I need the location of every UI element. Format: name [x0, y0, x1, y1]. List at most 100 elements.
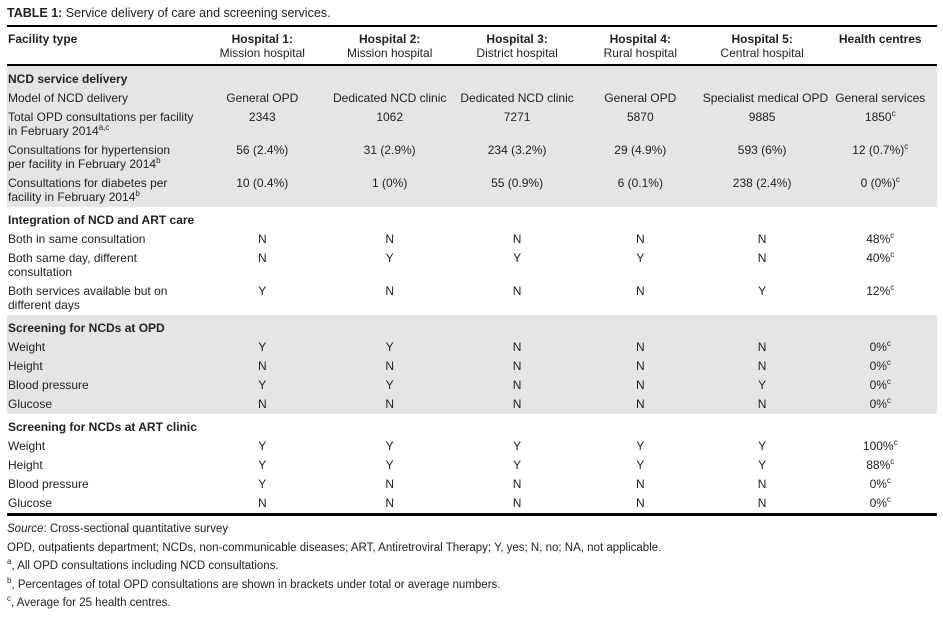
cell-value: N [512, 232, 522, 246]
cell-value: N [385, 496, 395, 510]
footnote-marker: c [886, 396, 891, 405]
footnote-marker: c [895, 175, 900, 184]
cell-value: 234 (3.2%) [454, 141, 580, 174]
cell-value: 0%c [869, 476, 891, 492]
header-row: Facility type Hospital 1: Mission hospital… [7, 27, 937, 66]
cell-value: Y [758, 284, 767, 298]
cell-value: N [257, 232, 267, 246]
footnote-marker: c [890, 457, 895, 466]
cell-value: Y [385, 458, 394, 472]
footnote: a, All OPD consultations including NCD c… [7, 557, 279, 572]
cell-value: Y [258, 458, 267, 472]
footnote-marker: b [135, 189, 140, 198]
footnote-marker: b [156, 156, 161, 165]
cell-value: 6 (0.1%) [579, 174, 701, 207]
footnote-source: Source: Cross-sectional quantitative sur… [7, 520, 937, 539]
cell-value: Y [258, 284, 267, 298]
cell-value: Y [385, 439, 394, 453]
table-row: Model of NCD delivery General OPD Dedicate… [7, 89, 937, 108]
cell-value: N [385, 232, 395, 246]
cell-value: 593 (6%) [700, 141, 824, 174]
table-row: Total OPD consultations per facility in … [7, 108, 937, 141]
cell-value: 1 (0%) [325, 174, 455, 207]
cell-value: Y [258, 477, 267, 491]
footnote-marker: b [7, 575, 12, 585]
cell-value: N [512, 496, 522, 510]
cell-value: N [635, 232, 645, 246]
footnote-marker: c [886, 377, 891, 386]
cell-value: N [635, 477, 645, 491]
footnote-marker: c [886, 339, 891, 348]
footnote-marker: a [7, 557, 12, 567]
table-row: Height N N N N N 0%c [7, 357, 937, 376]
footnote-marker: c [886, 476, 891, 485]
footnote-marker: c [890, 250, 895, 259]
cell-value: 0 (0%)c [823, 174, 937, 207]
footnote-marker: c [904, 142, 909, 151]
table-row: Consultations for hypertension per facil… [7, 141, 937, 174]
cell-value: General OPD [199, 89, 326, 108]
cell-value: General OPD [579, 89, 701, 108]
row-label: Model of NCD delivery [7, 89, 200, 108]
cell-value: 1062 [325, 108, 455, 141]
row-label: Blood pressure [7, 376, 200, 395]
row-label: Blood pressure [8, 477, 89, 491]
cell-value: N [257, 496, 267, 510]
cell-value: Dedicated NCD clinic [325, 89, 455, 108]
cell-value: Y [758, 458, 767, 472]
cell-value: Y [636, 439, 645, 453]
section-header: Screening for NCDs at OPD [7, 315, 937, 338]
cell-value: Y [258, 439, 267, 453]
cell-value: N [579, 338, 701, 357]
cell-value: 88%c [866, 457, 895, 473]
section-row: Screening for NCDs at OPD [7, 315, 937, 338]
footnote-marker: c [886, 358, 891, 367]
column-header: Hospital 5: Central hospital [700, 27, 824, 66]
cell-value: 29 (4.9%) [579, 141, 701, 174]
table-row: Glucose N N N N N 0%c [7, 494, 937, 515]
row-label: Consultations for hypertension per facil… [7, 141, 200, 174]
row-label: Both services available but on different… [8, 284, 168, 312]
cell-value: N [700, 395, 824, 414]
cell-value: 0%c [823, 376, 937, 395]
cell-value: N [757, 496, 767, 510]
table-row: Blood pressure Y Y N N Y 0%c [7, 376, 937, 395]
footnote-marker: c [886, 495, 891, 504]
cell-value: 0%c [823, 338, 937, 357]
table-title-text: Service delivery of care and screening s… [62, 6, 331, 20]
cell-value: Y [758, 439, 767, 453]
footnote-list: a, All OPD consultations including NCD c… [7, 557, 937, 613]
table-row: Weight Y Y Y Y Y 100%c [7, 437, 937, 456]
cell-value: N [757, 477, 767, 491]
cell-value: 0%c [869, 495, 891, 510]
row-label: Glucose [8, 496, 53, 510]
column-header: Hospital 2: Mission hospital [325, 27, 455, 66]
footnote-marker: c [893, 438, 898, 447]
cell-value: N [635, 284, 645, 298]
footnote: c, Average for 25 health centres. [7, 594, 171, 609]
cell-value: N [257, 251, 267, 265]
cell-value: N [579, 395, 701, 414]
cell-value: Y [325, 376, 455, 395]
table-title: TABLE 1: Service delivery of care and sc… [7, 3, 937, 27]
footnote-marker: c [890, 231, 895, 240]
cell-value: Y [513, 251, 522, 265]
row-label: Glucose [7, 395, 200, 414]
source-label: Source [7, 523, 44, 535]
cell-value: 31 (2.9%) [325, 141, 455, 174]
cell-value: 238 (2.4%) [700, 174, 824, 207]
cell-value: 12%c [866, 283, 895, 299]
cell-value: N [325, 395, 455, 414]
cell-value: Y [199, 376, 326, 395]
cell-value: 12 (0.7%)c [823, 141, 937, 174]
section-header: Integration of NCD and ART care [8, 213, 195, 227]
cell-value: Y [199, 338, 326, 357]
cell-value: N [385, 284, 395, 298]
cell-value: 55 (0.9%) [454, 174, 580, 207]
cell-value: 9885 [700, 108, 824, 141]
column-header: Facility type [7, 27, 200, 66]
source-text: : Cross-sectional quantitative survey [43, 523, 229, 535]
footnote-marker: a,c [98, 123, 110, 132]
cell-value: N [325, 357, 455, 376]
row-label: Weight [8, 439, 46, 453]
